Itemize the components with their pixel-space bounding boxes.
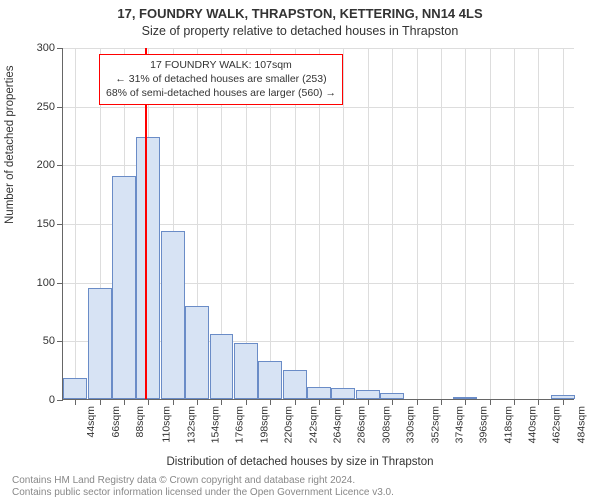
gridline-v [392, 48, 393, 399]
gridline-v [465, 48, 466, 399]
histogram-bar [283, 370, 307, 399]
gridline-v [538, 48, 539, 399]
x-tick-label: 462sqm [551, 406, 563, 443]
x-tick [441, 399, 442, 405]
y-tick-label: 300 [23, 42, 55, 54]
x-tick-label: 242sqm [307, 406, 319, 443]
histogram-bar [551, 395, 575, 399]
x-tick-label: 418sqm [502, 406, 514, 443]
x-tick-label: 110sqm [161, 406, 173, 443]
histogram-bar [331, 388, 355, 399]
gridline-v [514, 48, 515, 399]
x-tick [148, 399, 149, 405]
histogram-bar [161, 231, 185, 399]
x-tick [514, 399, 515, 405]
x-tick-label: 374sqm [454, 406, 466, 443]
gridline-v [563, 48, 564, 399]
y-tick-label: 100 [23, 277, 55, 289]
x-tick [75, 399, 76, 405]
x-tick-label: 264sqm [332, 406, 344, 443]
x-tick [490, 399, 491, 405]
gridline-v [490, 48, 491, 399]
x-tick [538, 399, 539, 405]
x-tick-label: 396sqm [478, 406, 490, 443]
gridline-v [441, 48, 442, 399]
y-tick-label: 50 [23, 335, 55, 347]
gridline-v [343, 48, 344, 399]
y-tick [57, 165, 63, 166]
x-tick [368, 399, 369, 405]
histogram-bar [234, 343, 258, 399]
x-tick [563, 399, 564, 405]
x-tick [246, 399, 247, 405]
x-tick [124, 399, 125, 405]
chart-subtitle: Size of property relative to detached ho… [0, 24, 600, 38]
y-tick [57, 48, 63, 49]
histogram-bar [112, 176, 136, 399]
x-tick-label: 352sqm [429, 406, 441, 443]
annotation-line: ← 31% of detached houses are smaller (25… [106, 72, 336, 86]
histogram-bar [356, 390, 380, 399]
y-axis-label: Number of detached properties [4, 65, 16, 224]
annotation-box: 17 FOUNDRY WALK: 107sqm← 31% of detached… [99, 54, 343, 105]
gridline-v [368, 48, 369, 399]
y-tick [57, 283, 63, 284]
y-tick [57, 400, 63, 401]
footer-copyright-1: Contains HM Land Registry data © Crown c… [12, 475, 355, 486]
gridline-v [75, 48, 76, 399]
histogram-bar [453, 397, 477, 399]
histogram-chart: 05010015020025030044sqm66sqm88sqm110sqm1… [62, 48, 574, 400]
x-tick-label: 44sqm [85, 406, 97, 438]
y-tick-label: 250 [23, 101, 55, 113]
histogram-bar [380, 393, 404, 399]
x-tick [465, 399, 466, 405]
y-tick-label: 200 [23, 159, 55, 171]
x-tick-label: 440sqm [527, 406, 539, 443]
histogram-bar [307, 387, 331, 399]
x-tick-label: 308sqm [380, 406, 392, 443]
y-tick-label: 0 [23, 394, 55, 406]
x-tick [392, 399, 393, 405]
x-tick [319, 399, 320, 405]
annotation-line: 17 FOUNDRY WALK: 107sqm [106, 58, 336, 72]
histogram-bar [63, 378, 87, 399]
x-tick [417, 399, 418, 405]
x-tick-label: 154sqm [210, 406, 222, 443]
x-tick-label: 88sqm [134, 406, 146, 438]
x-tick-label: 176sqm [234, 406, 246, 443]
y-tick [57, 224, 63, 225]
x-tick-label: 198sqm [259, 406, 271, 443]
x-tick-label: 484sqm [575, 406, 587, 443]
x-tick [197, 399, 198, 405]
x-axis-label: Distribution of detached houses by size … [0, 456, 600, 468]
histogram-bar [258, 361, 282, 399]
y-tick [57, 107, 63, 108]
histogram-bar [210, 334, 234, 399]
annotation-line: 68% of semi-detached houses are larger (… [106, 86, 336, 100]
x-tick-label: 220sqm [283, 406, 295, 443]
y-tick [57, 341, 63, 342]
x-tick [221, 399, 222, 405]
histogram-bar [136, 137, 160, 399]
x-tick-label: 66sqm [109, 406, 121, 438]
x-tick-label: 286sqm [356, 406, 368, 443]
y-tick-label: 150 [23, 218, 55, 230]
histogram-bar [185, 306, 209, 399]
footer-copyright-2: Contains public sector information licen… [12, 487, 394, 498]
x-tick [100, 399, 101, 405]
histogram-bar [88, 288, 112, 399]
x-tick [270, 399, 271, 405]
x-tick-label: 132sqm [185, 406, 197, 443]
address-title: 17, FOUNDRY WALK, THRAPSTON, KETTERING, … [0, 6, 600, 21]
gridline-v [417, 48, 418, 399]
x-tick [295, 399, 296, 405]
x-tick-label: 330sqm [405, 406, 417, 443]
x-tick [173, 399, 174, 405]
x-tick [343, 399, 344, 405]
